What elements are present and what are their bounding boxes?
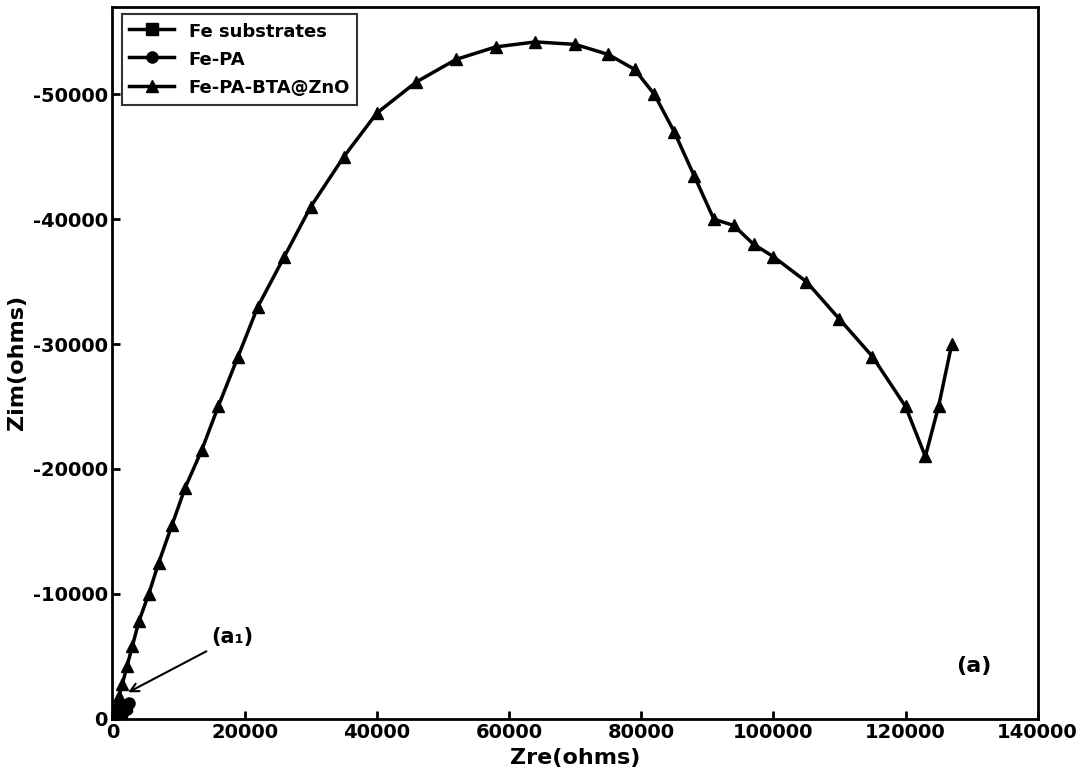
Fe-PA-BTA@ZnO (231, 352, 244, 361)
Fe-PA-BTA@ZnO (152, 558, 165, 567)
Fe-PA-BTA@ZnO (370, 109, 383, 118)
Fe-PA (106, 714, 119, 723)
Fe-PA (106, 714, 119, 723)
Line: Fe-PA-BTA@ZnO: Fe-PA-BTA@ZnO (107, 36, 957, 722)
Fe-PA-BTA@ZnO (707, 215, 720, 224)
Fe-PA-BTA@ZnO (932, 402, 945, 412)
Fe-PA-BTA@ZnO (866, 352, 879, 361)
Fe substrates (106, 714, 119, 723)
Fe-PA (112, 708, 125, 718)
Fe-PA-BTA@ZnO (601, 50, 614, 59)
Y-axis label: Zim(ohms): Zim(ohms) (7, 295, 27, 430)
Text: (a₁): (a₁) (130, 628, 254, 691)
Legend: Fe substrates, Fe-PA, Fe-PA-BTA@ZnO: Fe substrates, Fe-PA, Fe-PA-BTA@ZnO (122, 14, 357, 105)
Fe-PA (120, 701, 133, 710)
Fe-PA-BTA@ZnO (899, 402, 912, 412)
Fe-PA (107, 713, 120, 722)
Fe-PA-BTA@ZnO (337, 152, 350, 161)
Fe substrates (106, 714, 119, 723)
Fe substrates (106, 713, 119, 722)
Fe-PA-BTA@ZnO (113, 691, 126, 701)
Line: Fe substrates: Fe substrates (107, 700, 132, 724)
Fe-PA-BTA@ZnO (688, 170, 701, 180)
Fe-PA-BTA@ZnO (195, 446, 208, 455)
Fe-PA (108, 711, 122, 721)
Fe substrates (106, 714, 119, 723)
Fe substrates (118, 702, 131, 711)
Fe-PA-BTA@ZnO (648, 90, 661, 99)
Line: Fe-PA: Fe-PA (107, 698, 135, 724)
Fe-PA-BTA@ZnO (116, 679, 129, 688)
Fe-PA-BTA@ZnO (767, 252, 780, 261)
Fe-PA-BTA@ZnO (212, 402, 225, 412)
Fe-PA-BTA@ZnO (108, 708, 122, 717)
Fe substrates (117, 704, 130, 713)
Fe-PA-BTA@ZnO (919, 452, 932, 461)
Fe-PA-BTA@ZnO (120, 662, 133, 671)
Fe-PA-BTA@ZnO (106, 711, 119, 721)
Fe substrates (106, 714, 119, 723)
Fe-PA-BTA@ZnO (449, 55, 462, 64)
Fe substrates (108, 711, 122, 721)
Fe-PA-BTA@ZnO (489, 43, 502, 52)
Fe-PA (113, 707, 126, 716)
Fe-PA (111, 710, 124, 719)
Fe-PA (110, 711, 123, 720)
Fe-PA-BTA@ZnO (945, 339, 958, 349)
Fe-PA (115, 706, 128, 715)
Fe substrates (115, 706, 128, 715)
Fe-PA-BTA@ZnO (746, 239, 759, 249)
Fe-PA-BTA@ZnO (252, 302, 265, 312)
Fe-PA-BTA@ZnO (727, 221, 740, 230)
Fe-PA-BTA@ZnO (278, 252, 291, 261)
Fe substrates (112, 708, 125, 718)
Fe substrates (119, 701, 132, 710)
Fe-PA-BTA@ZnO (179, 483, 192, 492)
Fe-PA (106, 713, 119, 722)
Fe substrates (107, 713, 120, 722)
Fe-PA (106, 714, 119, 723)
Fe-PA-BTA@ZnO (110, 701, 123, 711)
Fe substrates (116, 704, 129, 714)
Fe-PA-BTA@ZnO (410, 78, 423, 87)
Fe-PA-BTA@ZnO (142, 589, 155, 598)
Fe-PA-BTA@ZnO (569, 40, 582, 49)
Fe-PA-BTA@ZnO (628, 65, 641, 74)
Fe substrates (113, 707, 126, 716)
Text: (a): (a) (956, 656, 992, 676)
Fe-PA-BTA@ZnO (528, 37, 541, 46)
X-axis label: Zre(ohms): Zre(ohms) (510, 748, 640, 768)
Fe substrates (106, 714, 119, 723)
Fe substrates (111, 710, 124, 719)
Fe-PA-BTA@ZnO (667, 127, 680, 136)
Fe-PA-BTA@ZnO (800, 277, 813, 286)
Fe-PA-BTA@ZnO (132, 617, 145, 626)
Fe-PA-BTA@ZnO (304, 202, 317, 212)
Fe substrates (110, 711, 123, 720)
Fe-PA-BTA@ZnO (165, 521, 178, 530)
Fe-PA (118, 702, 131, 711)
Fe-PA (106, 714, 119, 723)
Fe-PA (116, 704, 129, 713)
Fe-PA-BTA@ZnO (126, 642, 139, 651)
Fe-PA-BTA@ZnO (833, 315, 846, 324)
Fe-PA (123, 698, 136, 708)
